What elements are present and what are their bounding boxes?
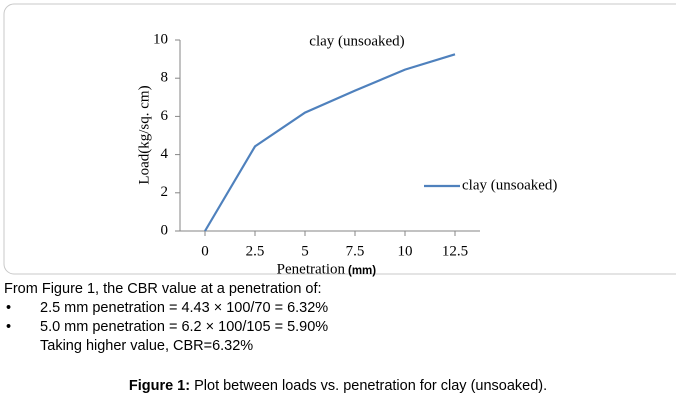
x-tick-label: 10 [398,243,413,259]
chart-title: clay (unsoaked) [309,33,404,49]
caption-text: Plot between loads vs. penetration for c… [190,378,547,394]
bullet: • [6,319,11,335]
chart-frame [3,3,676,275]
x-axis-unit: (mm) [348,265,376,277]
bullet: • [6,300,11,316]
x-tick-label: 7.5 [346,243,365,259]
x-tick-label: 2.5 [246,243,265,259]
x-tick-label: 5 [301,243,309,259]
conclusion-text: Taking higher value, CBR=6.32% [40,338,253,354]
caption: Figure 1: Plot between loads vs. penetra… [129,378,547,394]
series-line [204,53,456,232]
y-axis-label: Load(kg/sq. cm) [136,85,152,184]
x-axis-label: Penetration [277,261,346,277]
x-tick-label: 0 [201,243,209,259]
y-tick-label: 8 [161,70,169,86]
y-tick-label: 4 [161,146,169,162]
x-tick-label: 12.5 [442,243,468,259]
y-tick-label: 2 [161,184,169,200]
bullet-text: 5.0 mm penetration = 6.2 × 100/105 = 5.9… [40,319,328,335]
y-tick-label: 10 [153,31,168,47]
caption-label: Figure 1: [129,378,190,394]
y-tick-label: 6 [161,108,169,124]
bullet-text: 2.5 mm penetration = 4.43 × 100/70 = 6.3… [40,300,328,316]
intro-text: From Figure 1, the CBR value at a penetr… [4,281,322,297]
legend-label: clay (unsoaked) [462,177,557,193]
y-tick-label: 0 [161,222,169,238]
